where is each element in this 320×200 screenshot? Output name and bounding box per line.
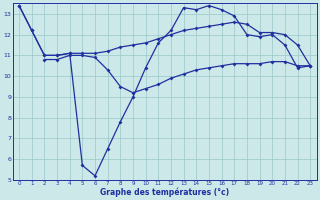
X-axis label: Graphe des températures (°c): Graphe des températures (°c) — [100, 187, 229, 197]
